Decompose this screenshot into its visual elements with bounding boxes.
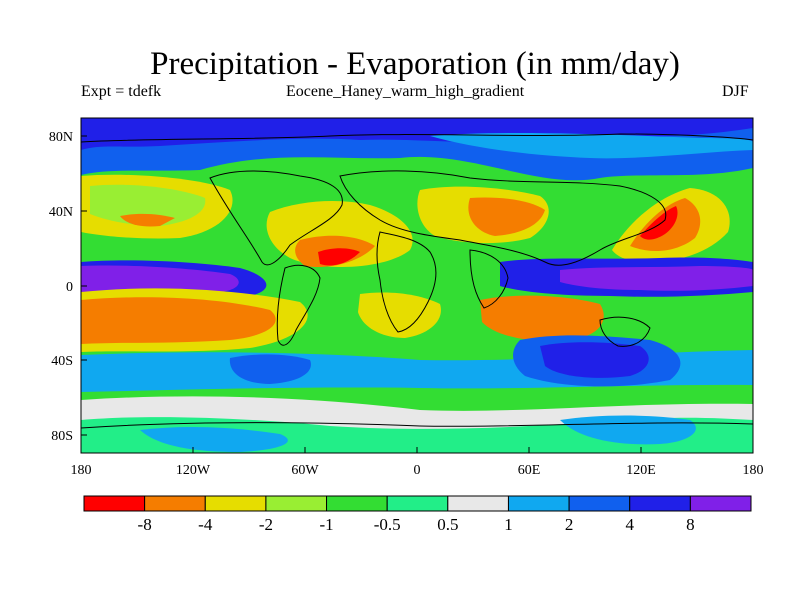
colorbar-box [83,495,146,512]
colorbar-box [507,495,570,512]
x-tick-label: 180 [71,463,92,478]
x-tick-label: 60W [291,463,319,478]
y-tick-label: 40S [51,354,73,369]
colorbar-box [265,495,328,512]
colorbar-label: 0.5 [437,515,458,534]
coastlines [81,133,753,429]
plot-title: Precipitation - Evaporation (in mm/day) [150,46,680,82]
experiment-label: Expt = tdefk [81,83,162,100]
y-tick-label: 80N [49,130,73,145]
axis-ticks [80,135,754,453]
map-field [81,118,753,453]
season-label: DJF [722,83,749,100]
colorbar-label: -4 [198,515,213,534]
y-tick-label: 40N [49,205,73,220]
colorbar-label: -8 [138,515,152,534]
x-tick-label: 180 [743,463,764,478]
colorbar-box [386,495,449,512]
x-tick-label: 120W [176,463,211,478]
colorbar-label: 2 [565,515,574,534]
colorbar-labels: -8 -4 -2 -1 -0.5 0.5 1 2 4 8 [138,515,695,534]
colorbar-box [568,495,631,512]
y-tick-labels: 80N 40N 0 40S 80S [49,130,73,444]
colorbar-label: -2 [259,515,273,534]
x-tick-label: 60E [518,463,541,478]
colorbar-box [144,495,206,512]
y-tick-label: 0 [66,280,73,295]
run-name-label: Eocene_Haney_warm_high_gradient [286,83,525,100]
colorbar-label: -1 [319,515,333,534]
colorbar-box [689,495,752,512]
colorbar-box [204,495,267,512]
colorbar-box [326,495,388,512]
colorbar-box [629,495,691,512]
y-tick-label: 80S [51,429,73,444]
colorbar-label: 1 [504,515,513,534]
colorbar-label: -0.5 [374,515,401,534]
x-tick-label: 0 [414,463,421,478]
colorbar [83,495,752,512]
colorbar-label: 8 [686,515,695,534]
x-tick-labels: 180 120W 60W 0 60E 120E 180 [71,463,764,478]
x-tick-label: 120E [626,463,656,478]
colorbar-label: 4 [625,515,634,534]
colorbar-box [447,495,509,512]
